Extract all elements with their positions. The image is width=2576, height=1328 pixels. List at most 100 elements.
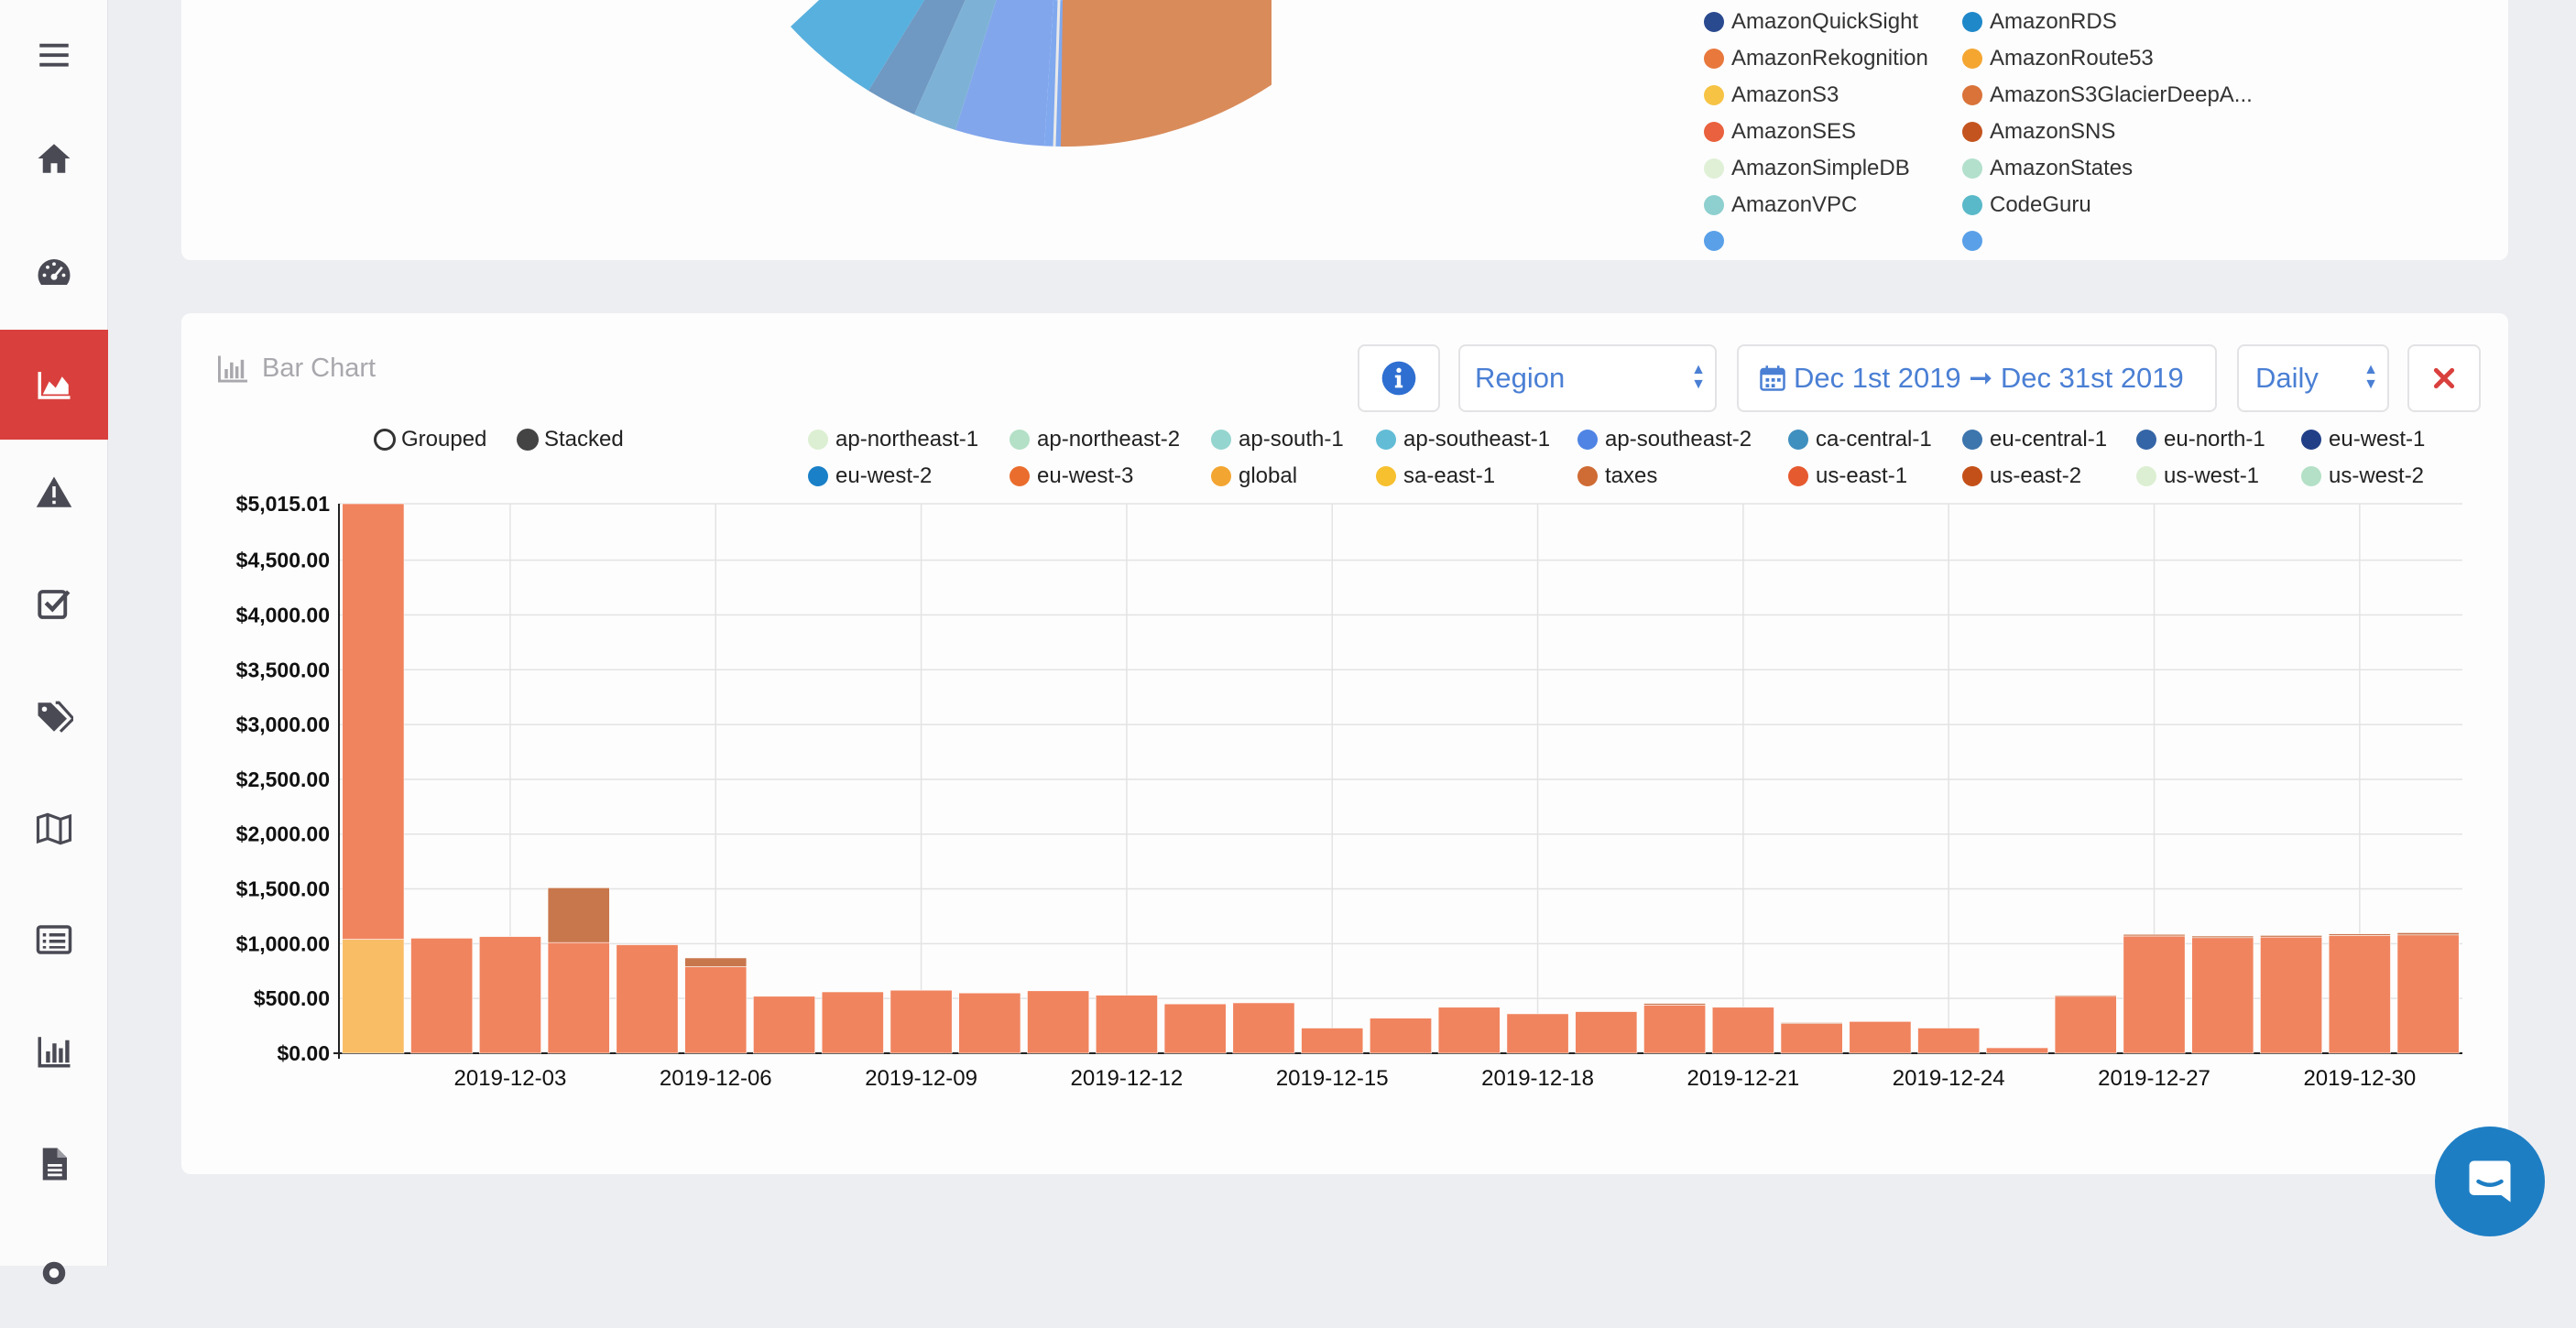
legend-dot: [1211, 466, 1231, 486]
chat-button[interactable]: [2435, 1127, 2545, 1236]
menu-icon[interactable]: [0, 0, 108, 110]
info-button[interactable]: [1358, 344, 1440, 412]
legend-label: ap-northeast-1: [835, 427, 979, 452]
legend-item[interactable]: us-west-2: [2301, 463, 2424, 489]
bar-segment-taxes: [547, 887, 610, 943]
radio-checked-icon: [517, 429, 539, 451]
legend-dot: [1788, 466, 1808, 486]
donut-legend-label: AmazonSNS: [1990, 119, 2116, 144]
dashboard-icon[interactable]: [0, 217, 108, 327]
y-tick-label: $4,500.00: [236, 549, 330, 572]
bar-segment-us-east-1: [753, 996, 815, 1054]
legend-dot: [1962, 122, 1982, 142]
x-tick-label: 2019-12-12: [1071, 1066, 1184, 1091]
legend-item[interactable]: ap-southeast-1: [1376, 427, 1550, 452]
grouped-radio[interactable]: Grouped: [374, 427, 486, 452]
group-by-value: Region: [1475, 362, 1566, 394]
donut-legend-item[interactable]: AmazonRoute53: [1962, 46, 2154, 71]
home-icon[interactable]: [0, 103, 108, 213]
y-tick-label: $3,500.00: [236, 658, 330, 681]
donut-legend-label: AmazonRekognition: [1731, 46, 1928, 71]
legend-label: ap-southeast-2: [1605, 427, 1752, 452]
bar-segment-us-east-1: [342, 503, 405, 940]
legend-label: eu-west-1: [2329, 427, 2426, 452]
legend-label: us-west-2: [2329, 463, 2425, 488]
bar-chart-icon[interactable]: [0, 996, 108, 1106]
legend-item[interactable]: ap-northeast-2: [1010, 427, 1180, 452]
legend-item[interactable]: eu-west-1: [2301, 427, 2425, 452]
group-by-select[interactable]: Region ▲ ▼: [1458, 344, 1717, 412]
legend-dot: [1577, 466, 1598, 486]
x-tick-label: 2019-12-18: [1481, 1066, 1594, 1091]
granularity-select[interactable]: Daily ▲ ▼: [2237, 344, 2389, 412]
legend-dot: [1962, 12, 1982, 32]
stacked-radio[interactable]: Stacked: [517, 427, 624, 452]
legend-label: eu-central-1: [1990, 427, 2108, 452]
legend-item[interactable]: global: [1211, 463, 1297, 489]
legend-label: ca-central-1: [1816, 427, 1932, 452]
donut-legend-item[interactable]: AmazonSNS: [1962, 119, 2115, 145]
legend-dot: [808, 466, 828, 486]
legend-dot: [808, 430, 828, 450]
bar-segment-us-east-1: [1095, 995, 1158, 1054]
donut-legend-item[interactable]: AmazonS3: [1704, 82, 1839, 108]
legend-dot: [1010, 466, 1030, 486]
legend-item[interactable]: taxes: [1577, 463, 1657, 489]
legend-item[interactable]: ca-central-1: [1788, 427, 1932, 452]
legend-label: taxes: [1605, 463, 1658, 488]
legend-dot: [1962, 466, 1982, 486]
legend-item[interactable]: ap-south-1: [1211, 427, 1344, 452]
warning-icon[interactable]: [0, 438, 108, 548]
close-button[interactable]: [2407, 344, 2481, 412]
tags-icon[interactable]: [0, 662, 108, 772]
legend-item[interactable]: eu-central-1: [1962, 427, 2107, 452]
document-icon[interactable]: [0, 1109, 108, 1219]
y-tick-label: $5,015.01: [236, 492, 331, 516]
checklist-icon[interactable]: [0, 550, 108, 659]
legend-dot: [1962, 85, 1982, 105]
donut-legend-item[interactable]: AmazonRDS: [1962, 9, 2117, 35]
donut-chart-card: AmazonQuickSight AmazonRekognition Amazo…: [181, 0, 2508, 260]
area-chart-icon[interactable]: [0, 330, 108, 440]
legend-item[interactable]: eu-north-1: [2136, 427, 2265, 452]
bar-segment-taxes: [2328, 933, 2391, 936]
legend-item[interactable]: eu-west-2: [808, 463, 932, 489]
donut-legend-item[interactable]: AmazonRekognition: [1704, 46, 1928, 71]
settings-icon[interactable]: [0, 1218, 108, 1328]
legend-item[interactable]: ap-southeast-2: [1577, 427, 1752, 452]
donut-legend-item[interactable]: AmazonQuickSight: [1704, 9, 1918, 35]
bar-segment-us-east-1: [2396, 934, 2460, 1054]
legend-item[interactable]: sa-east-1: [1376, 463, 1495, 489]
map-icon[interactable]: [0, 774, 108, 884]
bar-chart: $0.00 $500.00 $1,000.00 $1,500.00 $2,000.00 $…: [236, 492, 2462, 1091]
legend-dot: [1376, 466, 1396, 486]
bar-segment-us-east-1: [1163, 1003, 1227, 1054]
donut-legend-item[interactable]: AmazonSimpleDB: [1704, 156, 1910, 181]
legend-item[interactable]: us-east-1: [1788, 463, 1907, 489]
legend-item[interactable]: ap-northeast-1: [808, 427, 978, 452]
bar-segment-us-east-1: [478, 936, 541, 1054]
donut-legend-label: AmazonS3: [1731, 82, 1839, 107]
y-tick-label: $500.00: [254, 986, 330, 1010]
legend-item[interactable]: us-east-2: [1962, 463, 2081, 489]
donut-legend-label: AmazonRoute53: [1990, 46, 2154, 71]
donut-legend-item[interactable]: AmazonStates: [1962, 156, 2133, 181]
donut-legend-item[interactable]: AmazonS3GlacierDeepA...: [1962, 82, 2253, 108]
donut-legend-item[interactable]: AmazonVPC: [1704, 192, 1857, 218]
donut-legend-item[interactable]: AmazonSES: [1704, 119, 1856, 145]
legend-item[interactable]: us-west-1: [2136, 463, 2259, 489]
bar-segment-us-east-1: [1986, 1047, 2048, 1054]
date-range-value: Dec 1st 2019 ➞ Dec 31st 2019: [1794, 362, 2184, 394]
date-range-picker[interactable]: Dec 1st 2019 ➞ Dec 31st 2019: [1737, 344, 2217, 412]
bar-segment-us-east-1: [616, 944, 679, 1054]
legend-label: eu-north-1: [2164, 427, 2265, 452]
donut-legend-label: AmazonRDS: [1990, 9, 2117, 34]
grouped-label: Grouped: [401, 427, 487, 452]
bar-segment-us-east-1: [890, 989, 953, 1054]
list-icon[interactable]: [0, 885, 108, 995]
bar-segment-us-east-1: [1849, 1021, 1912, 1054]
legend-label: us-west-1: [2164, 463, 2260, 488]
legend-dot: [2301, 430, 2321, 450]
donut-legend-item[interactable]: CodeGuru: [1962, 192, 2091, 218]
legend-item[interactable]: eu-west-3: [1010, 463, 1133, 489]
